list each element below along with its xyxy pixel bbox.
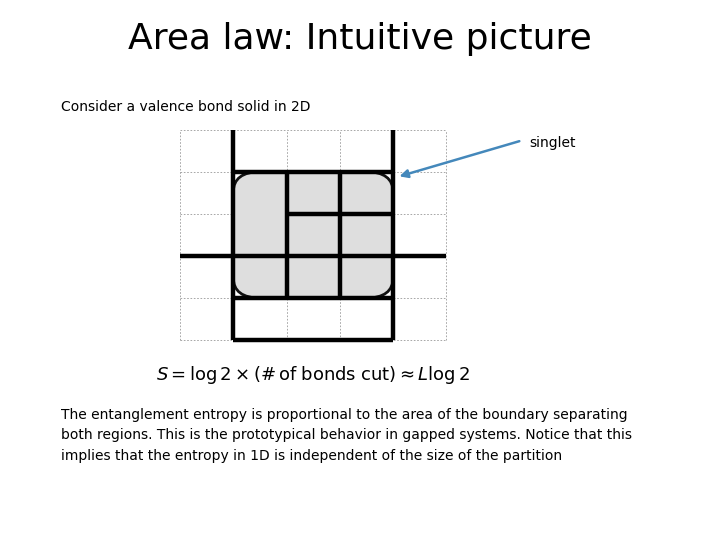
Text: $S = \log 2 \times (\#\,\mathrm{of\;bonds\;cut}) \approx L\log 2$: $S = \log 2 \times (\#\,\mathrm{of\;bond… [156, 364, 470, 386]
Text: singlet: singlet [529, 136, 576, 150]
Text: Area law: Intuitive picture: Area law: Intuitive picture [128, 22, 592, 56]
Text: Consider a valence bond solid in 2D: Consider a valence bond solid in 2D [61, 100, 311, 114]
Text: The entanglement entropy is proportional to the area of the boundary separating
: The entanglement entropy is proportional… [61, 408, 632, 463]
FancyBboxPatch shape [233, 172, 393, 298]
